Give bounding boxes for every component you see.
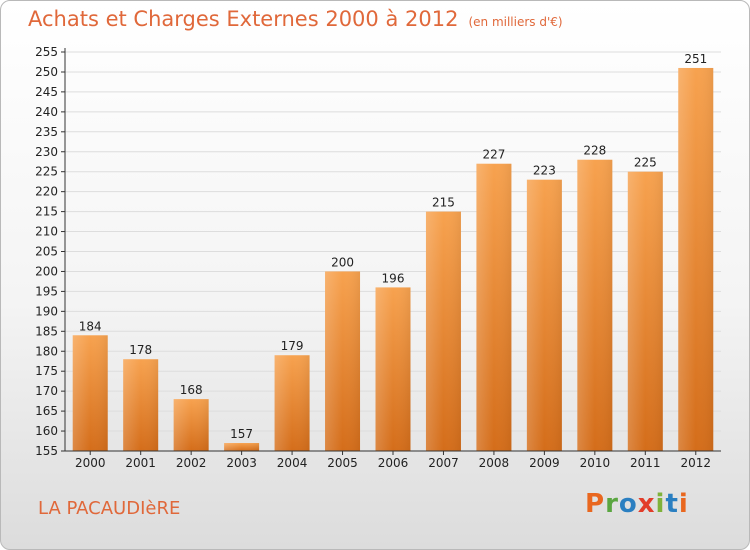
y-tick-label: 240: [35, 105, 58, 119]
bar-shade: [325, 271, 361, 451]
bar-shade: [425, 211, 461, 451]
bar-value-label: 178: [129, 343, 152, 357]
x-tick-label: 2001: [125, 456, 156, 470]
y-tick-label: 235: [35, 125, 58, 139]
y-tick-label: 160: [35, 424, 58, 438]
x-tick-label: 2012: [680, 456, 711, 470]
bar-value-label: 227: [482, 148, 505, 162]
bar-shade: [173, 399, 209, 451]
logo-letter: i: [678, 489, 689, 519]
bar-shade: [476, 163, 512, 451]
y-tick-label: 210: [35, 225, 58, 239]
x-tick-label: 2005: [327, 456, 358, 470]
bar-value-label: 215: [432, 196, 455, 210]
bar-shade: [375, 287, 411, 451]
bar-value-label: 157: [230, 427, 253, 441]
x-tick-label: 2002: [176, 456, 207, 470]
logo-letter: o: [618, 489, 638, 519]
x-tick-label: 2009: [529, 456, 560, 470]
bar-value-label: 168: [180, 383, 203, 397]
y-tick-label: 250: [35, 65, 58, 79]
logo-letter: x: [637, 489, 656, 519]
y-tick-label: 205: [35, 245, 58, 259]
x-tick-label: 2007: [428, 456, 459, 470]
y-tick-label: 220: [35, 185, 58, 199]
y-tick-label: 155: [35, 444, 58, 458]
y-tick-label: 185: [35, 324, 58, 338]
bar-shade: [627, 171, 663, 451]
bar-shade: [678, 67, 714, 452]
chart-title: Achats et Charges Externes 2000 à 2012 (e…: [28, 7, 563, 31]
bar-shade: [526, 179, 562, 451]
bar-shade: [224, 443, 260, 451]
y-tick-label: 195: [35, 284, 58, 298]
y-tick-label: 180: [35, 344, 58, 358]
y-tick-label: 165: [35, 404, 58, 418]
logo-letter: P: [585, 489, 606, 519]
bar-value-label: 223: [533, 164, 556, 178]
chart-subtitle: (en milliers d'€): [468, 15, 563, 29]
x-tick-label: 2008: [479, 456, 510, 470]
y-tick-label: 245: [35, 85, 58, 99]
x-tick-label: 2006: [378, 456, 409, 470]
bar-value-label: 200: [331, 255, 354, 269]
bar-shade: [72, 335, 108, 451]
y-tick-label: 170: [35, 384, 58, 398]
logo-letter: i: [655, 489, 666, 519]
commune-name: LA PACAUDIèRE: [38, 498, 181, 519]
y-tick-label: 215: [35, 205, 58, 219]
x-tick-label: 2004: [277, 456, 308, 470]
y-tick-label: 255: [35, 45, 58, 59]
x-tick-label: 2011: [630, 456, 661, 470]
y-tick-label: 200: [35, 264, 58, 278]
bar-value-label: 196: [382, 271, 405, 285]
bar-value-label: 251: [684, 52, 707, 66]
chart-title-text: Achats et Charges Externes 2000 à 2012: [28, 7, 459, 31]
y-tick-label: 175: [35, 364, 58, 378]
logo-letter: t: [665, 489, 679, 519]
logo-letter: r: [605, 489, 619, 519]
bar-value-label: 184: [79, 319, 102, 333]
bar-shade: [577, 159, 613, 452]
x-tick-label: 2010: [580, 456, 611, 470]
bar-value-label: 225: [634, 156, 657, 170]
bar-value-label: 228: [583, 144, 606, 158]
x-tick-label: 2000: [75, 456, 106, 470]
bar-shade: [123, 359, 159, 451]
proxiti-logo: Proxiti: [585, 489, 689, 519]
y-tick-label: 230: [35, 145, 58, 159]
y-tick-label: 225: [35, 165, 58, 179]
bar-shade: [274, 355, 310, 451]
x-tick-label: 2003: [226, 456, 257, 470]
y-tick-label: 190: [35, 304, 58, 318]
bar-value-label: 179: [281, 339, 304, 353]
